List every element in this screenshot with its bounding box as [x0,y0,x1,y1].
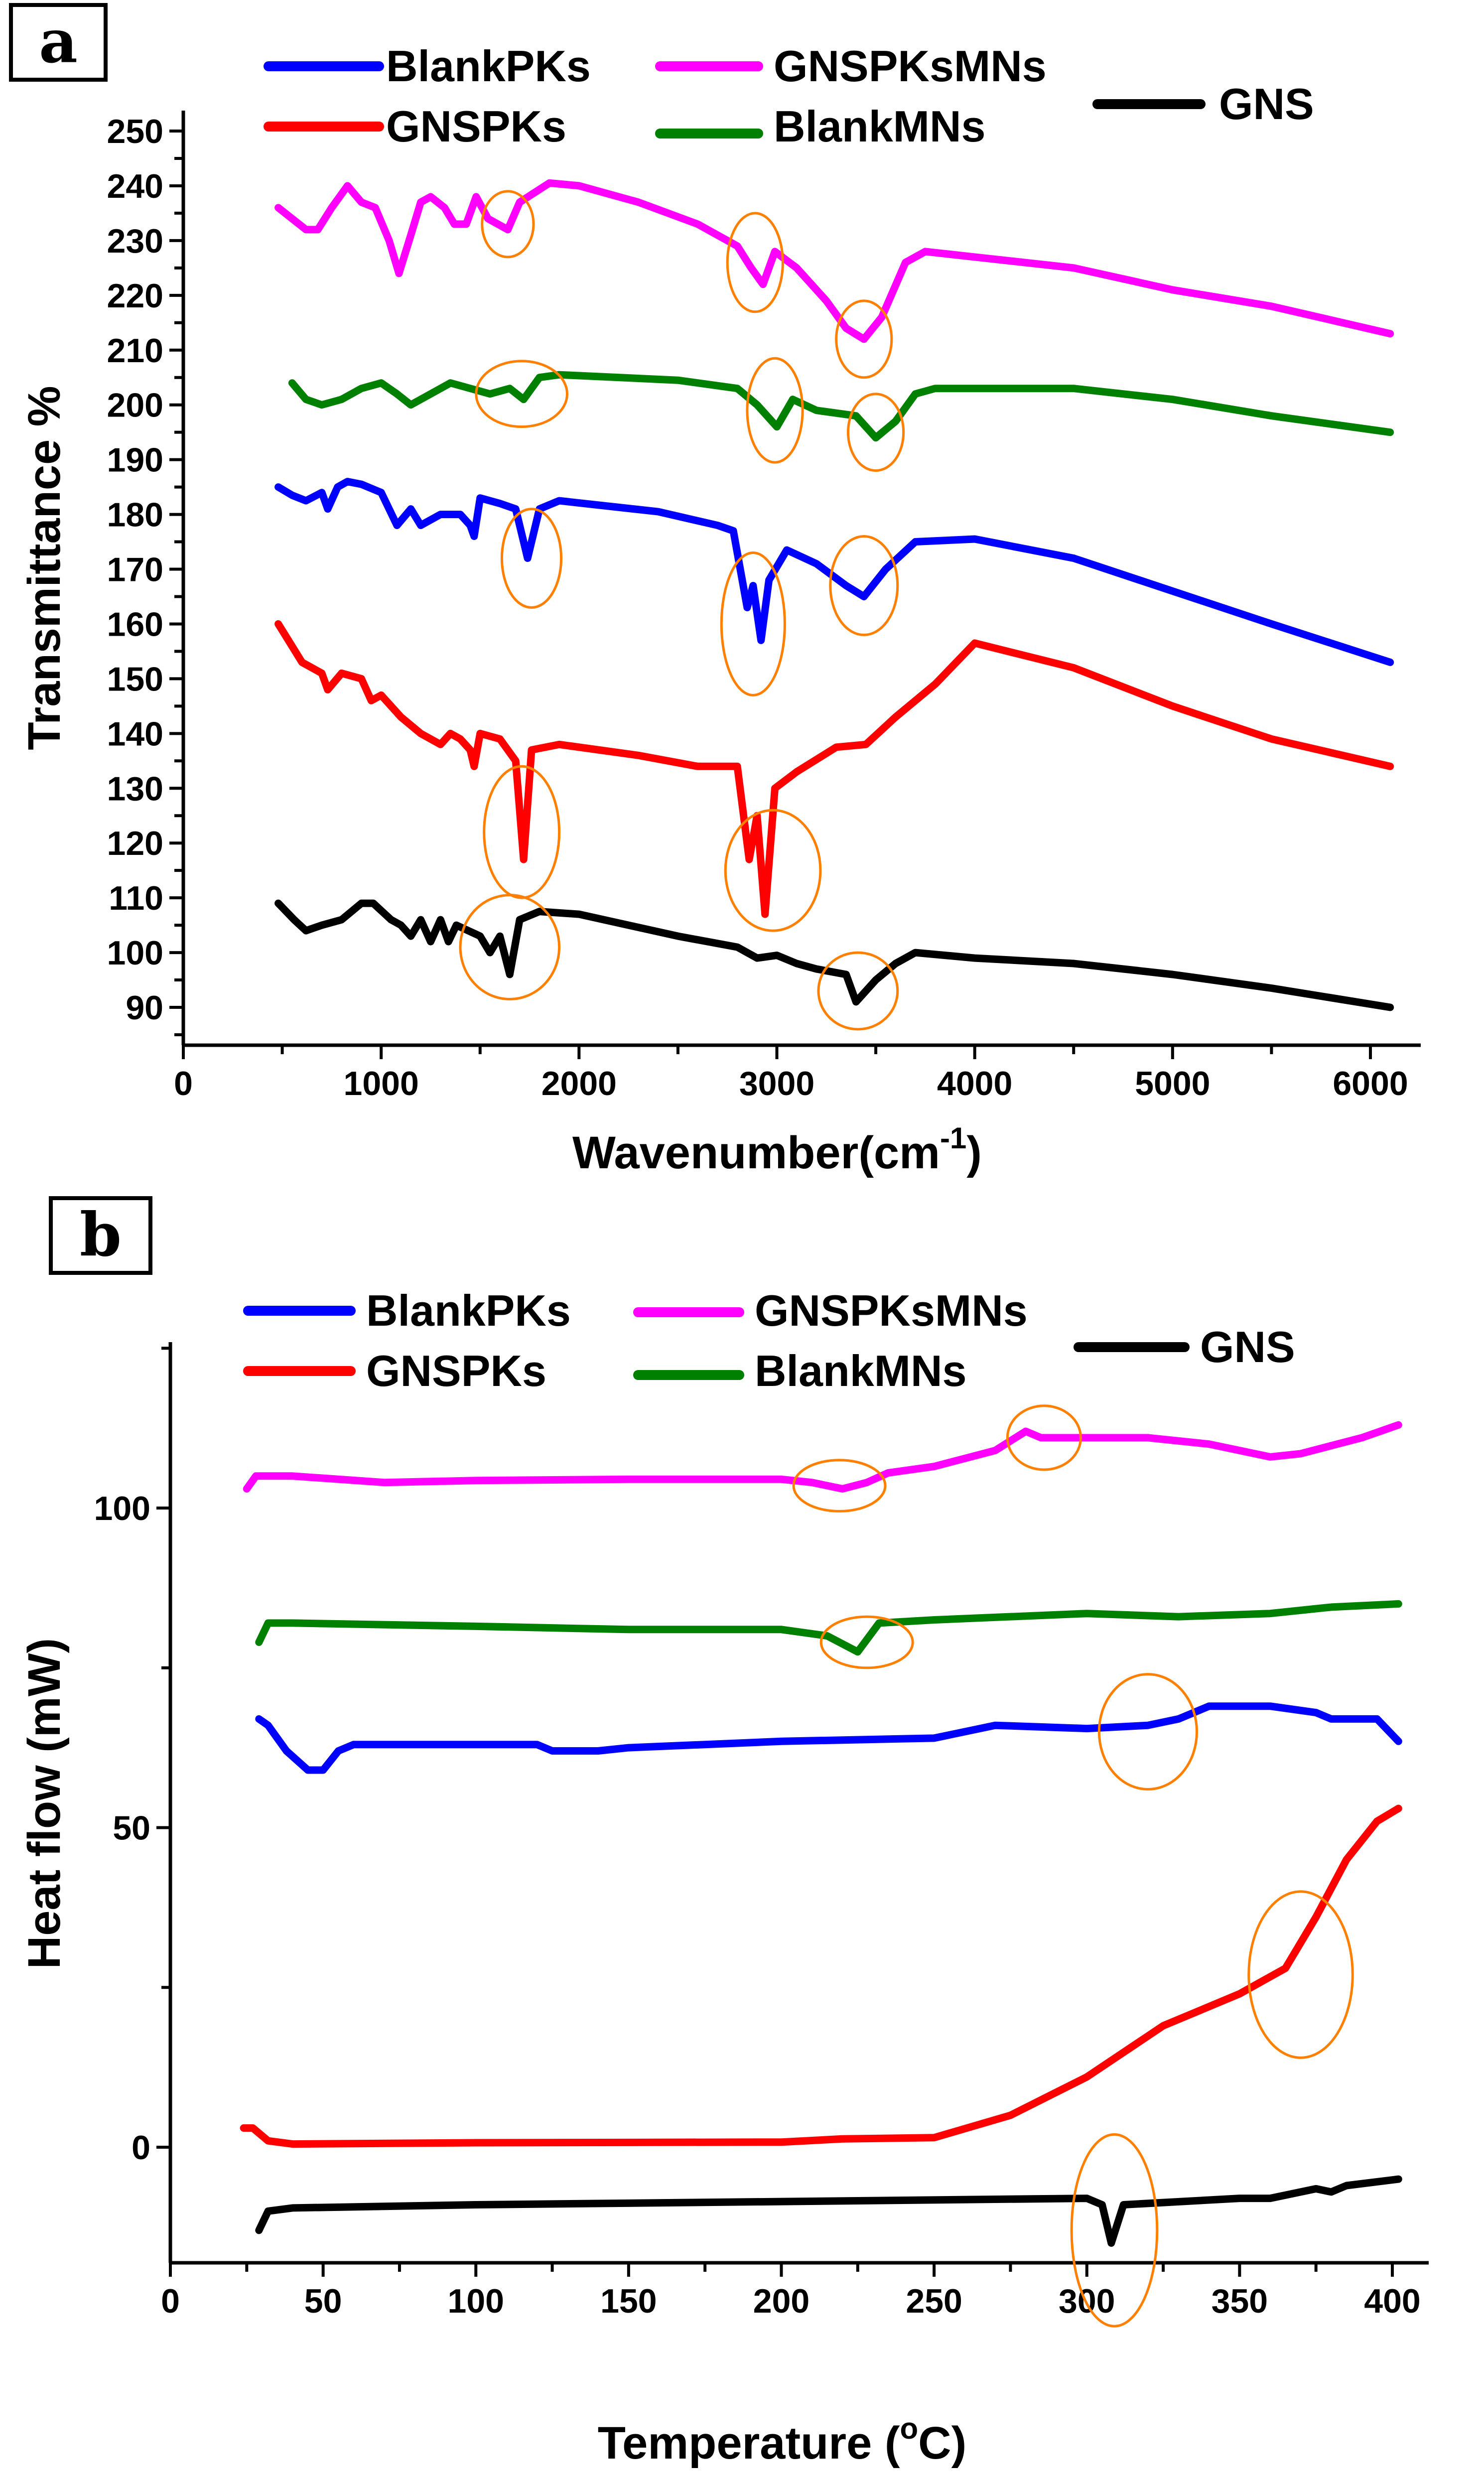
peak-highlight-circle [829,535,899,636]
x-axis-title-a-end: ) [966,1127,982,1178]
x-tick-label: 200 [753,2282,809,2320]
peak-highlight-circle [1247,1890,1354,2059]
peak-highlight-circle [817,951,899,1031]
x-axis-title-b-sup: o [900,2412,918,2445]
legend-a: BlankPKs GNSPKsMNs GNS GNSPKs BlankMNs [264,41,1314,151]
y-tick-label: 200 [107,387,163,424]
peak-highlight-circle [475,360,569,428]
y-tick-label: 110 [109,879,163,917]
panel-b-dsc-chart: b BlankPKs GNSPKsMNs GNS GNSPKs BlankMNs… [19,1196,1429,2469]
series-line-gns [274,899,1394,1011]
series-line-gns [255,2175,1402,2247]
series-line-blankpks [255,1702,1402,1774]
x-tick-label: 150 [600,2282,657,2320]
peak-highlight-circle [746,357,804,464]
x-tick-label: 0 [174,1065,193,1103]
peak-highlight-circle [500,508,563,609]
series-line-gnspks [274,620,1394,918]
panel-a-label: a [39,6,78,77]
series-line-blankmns [255,1600,1402,1656]
series-line-gnspksmns [243,1421,1402,1493]
legend-label-blankmns: BlankMNs [755,1346,966,1395]
y-tick-label: 240 [107,167,163,205]
peak-highlight-circle [1097,1673,1199,1791]
y-tick-label: 180 [107,496,163,534]
legend-label-gns: GNS [1219,79,1314,129]
x-tick-label: 250 [906,2282,962,2320]
x-tick-label: 3000 [739,1065,814,1103]
x-axis-title-a-sup: -1 [940,1121,966,1155]
y-tick-label: 100 [94,1490,150,1527]
peak-highlight-circle [819,1615,914,1669]
x-axis-title-a-main: Wavenumber(cm [572,1127,940,1178]
legend-label-gnspksmns: GNSPKsMNs [755,1286,1028,1335]
peak-highlight-circle [724,809,822,932]
y-tick-label: 220 [107,277,163,315]
y-axis-title-b: Heat flow (mW) [19,1638,70,1969]
panel-b-label: b [80,1200,122,1270]
x-tick-label: 1000 [344,1065,419,1103]
legend-label-blankpks: BlankPKs [386,41,591,91]
y-tick-label: 130 [107,770,163,808]
y-tick-label: 150 [107,660,163,698]
series-line-blankmns [288,371,1394,442]
panel-b-label-box [49,1196,152,1275]
y-tick-label: 140 [107,715,163,753]
peak-highlight-circle [481,190,535,259]
y-tick-label: 170 [107,551,163,589]
peak-highlight-circle [792,1459,887,1513]
series-line-gnspks [240,1804,1402,2148]
legend-label-gns: GNS [1200,1322,1295,1372]
axes-a: 0 1000 2000 3000 4000 5000 6000 90 100 110 120 130 1… [107,111,1421,1103]
x-axis-title-a: Wavenumber(cm-1) [572,1121,982,1178]
legend-label-gnspks: GNSPKs [386,102,566,151]
y-tick-label: 250 [107,113,163,150]
y-tick-label: 90 [126,989,163,1027]
series-line-blankpks [274,478,1394,666]
peak-highlight-circle [459,894,561,1001]
legend-label-blankmns: BlankMNs [774,102,985,151]
x-tick-label: 5000 [1135,1065,1210,1103]
x-tick-label: 4000 [937,1065,1012,1103]
panel-a-ftir-chart: a BlankPKs GNSPKsMNs GNS GNSPKs BlankMNs… [9,3,1421,1178]
x-tick-label: 350 [1212,2282,1268,2320]
x-tick-label: 0 [161,2282,180,2320]
peak-highlight-circle [846,393,905,472]
y-tick-label: 120 [107,825,163,862]
y-tick-label: 160 [107,605,163,643]
peak-highlight-circle [1006,1404,1082,1471]
y-tick-label: 190 [107,441,163,479]
y-tick-label: 230 [107,222,163,260]
x-axis-title-b-main: Temperature ( [598,2418,900,2469]
panel-a-label-box [9,3,108,82]
x-tick-label: 2000 [541,1065,617,1103]
peak-highlight-circle [835,299,893,379]
legend-b: BlankPKs GNSPKsMNs GNS GNSPKs BlankMNs [243,1286,1295,1395]
x-axis-title-b-end: C) [918,2418,966,2469]
legend-label-gnspks: GNSPKs [366,1346,546,1395]
peak-highlight-circle [726,212,784,313]
y-axis-title-a: Transmittance % [19,386,70,750]
x-tick-label: 400 [1364,2282,1420,2320]
x-tick-label: 6000 [1333,1065,1408,1103]
legend-label-gnspksmns: GNSPKsMNs [774,41,1047,91]
y-tick-label: 50 [113,1809,150,1847]
y-tick-label: 0 [132,2129,150,2167]
peak-highlight-circle [720,552,786,696]
peak-highlight-circle [1070,2133,1159,2328]
series-line-gnspksmns [274,179,1394,343]
x-tick-label: 100 [448,2282,504,2320]
x-tick-label: 50 [304,2282,342,2320]
y-tick-label: 210 [107,332,163,370]
x-axis-title-b: Temperature (oC) [598,2412,966,2469]
y-tick-label: 100 [107,934,163,972]
legend-label-blankpks: BlankPKs [366,1286,571,1335]
